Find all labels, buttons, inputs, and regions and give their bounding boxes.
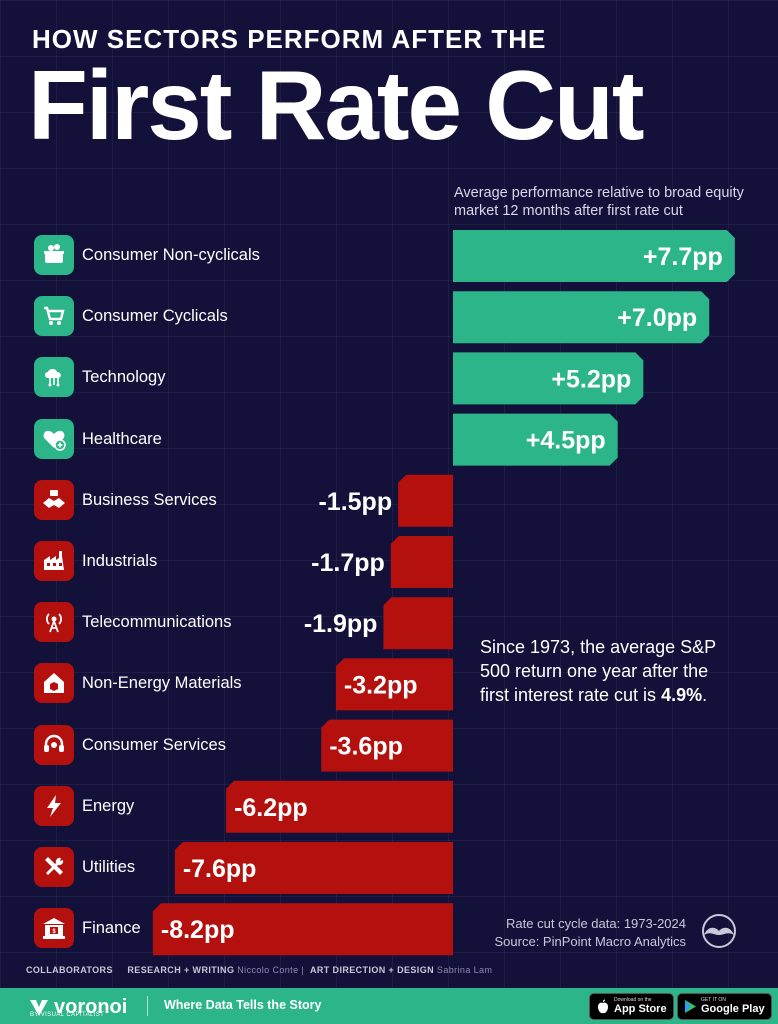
google-play-button[interactable]: GET IT ON Google Play [677,993,772,1020]
value-label: -6.2pp [234,794,308,822]
cart-icon [34,296,74,337]
value-label: +5.2pp [551,365,631,393]
collaborators-label: COLLABORATORS [26,965,113,975]
bar-technology [453,352,644,405]
art-label: ART DIRECTION + DESIGN [309,965,435,975]
brand-name: voronoi [54,995,128,1018]
category-label: Industrials [82,552,158,570]
category-label: Energy [82,796,135,815]
bank-icon: $ [34,908,74,949]
svg-text:$: $ [52,929,56,935]
category-label: Utilities [82,858,136,876]
bar-finance [152,903,453,956]
headset-icon [34,724,74,765]
research-label: RESEARCH + WRITING [127,965,235,975]
category-label: Business Services [82,490,217,509]
bar-telecommunications [383,597,453,650]
footer-bar: voronoi BY VISUAL CAPITALIST Where Data … [0,988,778,1024]
chart-kicker: HOW SECTORS PERFORM AFTER THE [32,24,547,54]
category-label: Healthcare [82,429,162,448]
credits-line: COLLABORATORS RESEARCH + WRITING Niccolo… [26,965,493,975]
callout-end: . [702,684,708,705]
app-store-button[interactable]: Download on the App Store [589,993,674,1020]
bar-healthcare [453,413,618,466]
cloud-network-icon [34,357,74,398]
apple-icon [598,999,608,1013]
house-box-icon [34,663,74,704]
footer-tagline: Where Data Tells the Story [164,998,322,1012]
play-triangle-icon [685,1000,696,1013]
antenna-icon [34,602,74,643]
source-note: Rate cut cycle data: 1973-2024 Source: P… [476,915,686,951]
value-label: -1.7pp [311,549,385,577]
factory-icon [34,541,74,581]
value-label: -1.5pp [318,488,392,516]
value-label: -3.6pp [329,733,403,761]
category-label: Telecommunications [82,613,232,632]
google-play-small: GET IT ON [701,996,726,1003]
basket-icon [34,235,74,275]
value-label: -8.2pp [161,916,235,944]
value-label: +4.5pp [526,427,606,455]
value-label: +7.0pp [617,304,697,332]
bar-consumer-non-cyclicals [453,230,735,282]
bar-consumer-services [321,719,453,772]
app-store-label: App Store [614,1002,667,1015]
value-label: -1.9pp [304,610,378,638]
mustache-logo-icon [702,914,736,948]
callout-highlight: 4.9% [661,684,703,705]
value-label: -7.6pp [183,855,257,883]
category-label: Technology [82,368,166,387]
voronoi-leaf-icon [30,1000,48,1016]
chart-title: First Rate Cut [28,50,645,160]
source-line-2: Source: PinPoint Macro Analytics [494,934,686,950]
brand-sub: BY VISUAL CAPITALIST [30,1012,105,1018]
heart-plus-icon [34,418,74,459]
bar-utilities [174,842,453,894]
bar-non-energy-materials [335,658,453,711]
bar-consumer-cyclicals [453,291,710,344]
source-line-1: Rate cut cycle data: 1973-2024 [506,916,686,931]
bar-energy [226,780,453,833]
brand-logo[interactable]: voronoi [28,992,127,1022]
google-play-label: Google Play [701,1002,765,1015]
bar-industrials [390,536,453,588]
value-label: +7.7pp [643,243,723,271]
category-label: Consumer Non-cyclicals [82,246,260,264]
handshake-icon [34,479,74,520]
category-label: Finance [82,919,141,938]
research-name: Niccolo Conte [237,965,299,975]
callout-text: Since 1973, the average S&P 500 return o… [480,637,716,705]
category-label: Consumer Services [82,735,226,754]
tools-icon [34,847,74,887]
bar-business-services [398,474,453,527]
footer-divider [147,996,148,1016]
app-store-small: Download on the [614,996,652,1003]
lightning-icon [34,785,74,826]
category-label: Non-Energy Materials [82,674,242,693]
value-label: -3.2pp [344,671,418,699]
chart-note: Average performance relative to broad eq… [454,185,744,220]
category-label: Consumer Cyclicals [82,307,228,326]
callout-note: Since 1973, the average S&P 500 return o… [480,636,730,707]
art-name: Sabrina Lam [436,965,493,975]
